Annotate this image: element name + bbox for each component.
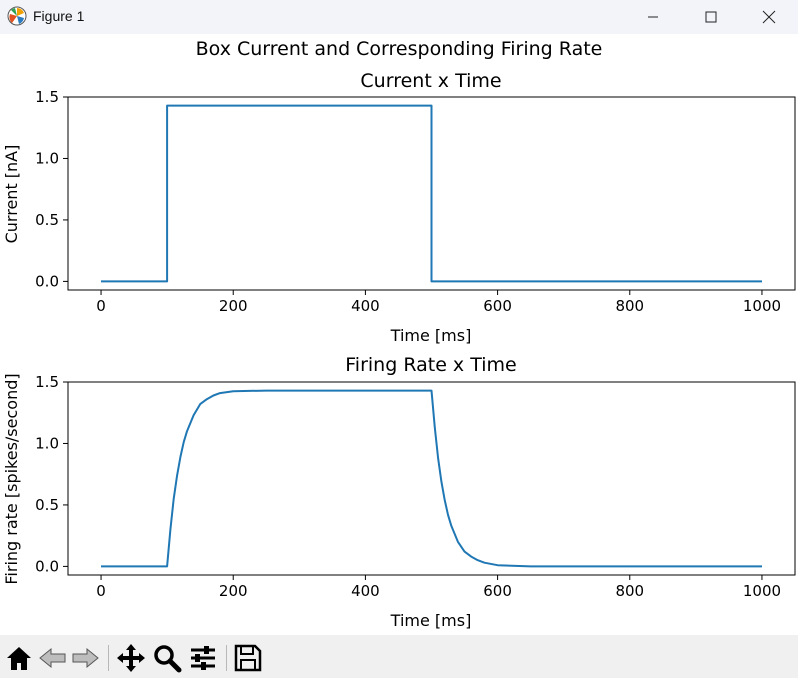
close-icon: [762, 10, 776, 24]
data-series-line: [101, 104, 762, 283]
zoom-button[interactable]: [152, 643, 182, 673]
y-tick-label: 1.5: [35, 88, 59, 106]
firing-rate-axes: Firing Rate x Time Time [ms] Firing rate…: [2, 354, 796, 630]
axes-title: Firing Rate x Time: [345, 354, 516, 376]
figure-suptitle: Box Current and Corresponding Firing Rat…: [196, 38, 603, 60]
y-tick-label: 1.0: [35, 149, 59, 167]
matplotlib-figure-icon: [7, 6, 27, 26]
save-button[interactable]: [233, 643, 263, 673]
y-axis-label: Current [nA]: [2, 145, 21, 244]
forward-button[interactable]: [70, 643, 100, 673]
x-tick-label: 200: [219, 582, 248, 600]
x-axis-label: Time [ms]: [390, 326, 472, 345]
save-icon: [234, 644, 262, 672]
maximize-button[interactable]: [682, 0, 740, 34]
y-tick-label: 0.5: [35, 211, 59, 229]
pan-icon: [117, 644, 145, 672]
window-title: Figure 1: [33, 8, 85, 24]
x-tick-label: 800: [615, 582, 644, 600]
home-icon: [7, 647, 31, 670]
navigation-toolbar: [0, 635, 798, 678]
configure-subplots-icon: [191, 646, 215, 670]
configure-subplots-button[interactable]: [188, 643, 218, 673]
home-button[interactable]: [4, 643, 34, 673]
y-tick-label: 1.5: [35, 373, 59, 391]
x-tick-label: 600: [483, 582, 512, 600]
minimize-icon: [648, 16, 658, 18]
zoom-icon: [154, 645, 182, 673]
x-tick-label: 0: [96, 582, 106, 600]
back-button[interactable]: [38, 643, 68, 673]
data-series-line: [101, 389, 762, 568]
pan-button[interactable]: [116, 643, 146, 673]
x-tick-label: 0: [96, 297, 106, 315]
y-tick-label: 0.0: [35, 272, 59, 290]
x-tick-label: 600: [483, 297, 512, 315]
back-icon: [39, 647, 66, 669]
x-tick-label: 400: [351, 582, 380, 600]
minimize-button[interactable]: [624, 0, 682, 34]
y-tick-label: 0.5: [35, 496, 59, 514]
toolbar-separator: [108, 645, 109, 671]
figure-canvas[interactable]: Box Current and Corresponding Firing Rat…: [0, 34, 798, 635]
x-tick-label: 400: [351, 297, 380, 315]
x-tick-label: 200: [219, 297, 248, 315]
y-axis-label: Firing rate [spikes/second]: [2, 373, 21, 584]
current-axes: Current x Time Time [ms] Current [nA] 0 2…: [2, 70, 796, 345]
y-tick-label: 1.0: [35, 434, 59, 452]
window-titlebar: Figure 1: [0, 0, 798, 34]
toolbar-separator: [226, 645, 227, 671]
close-button[interactable]: [740, 0, 798, 34]
axes-title: Current x Time: [360, 70, 501, 92]
x-tick-label: 1000: [743, 582, 781, 600]
forward-icon: [72, 647, 99, 669]
x-axis-label: Time [ms]: [390, 611, 472, 630]
x-tick-label: 800: [615, 297, 644, 315]
x-tick-label: 1000: [743, 297, 781, 315]
y-tick-label: 0.0: [35, 557, 59, 575]
axes-frame: [67, 381, 796, 576]
maximize-icon: [705, 11, 717, 23]
axes-frame: [67, 96, 796, 291]
